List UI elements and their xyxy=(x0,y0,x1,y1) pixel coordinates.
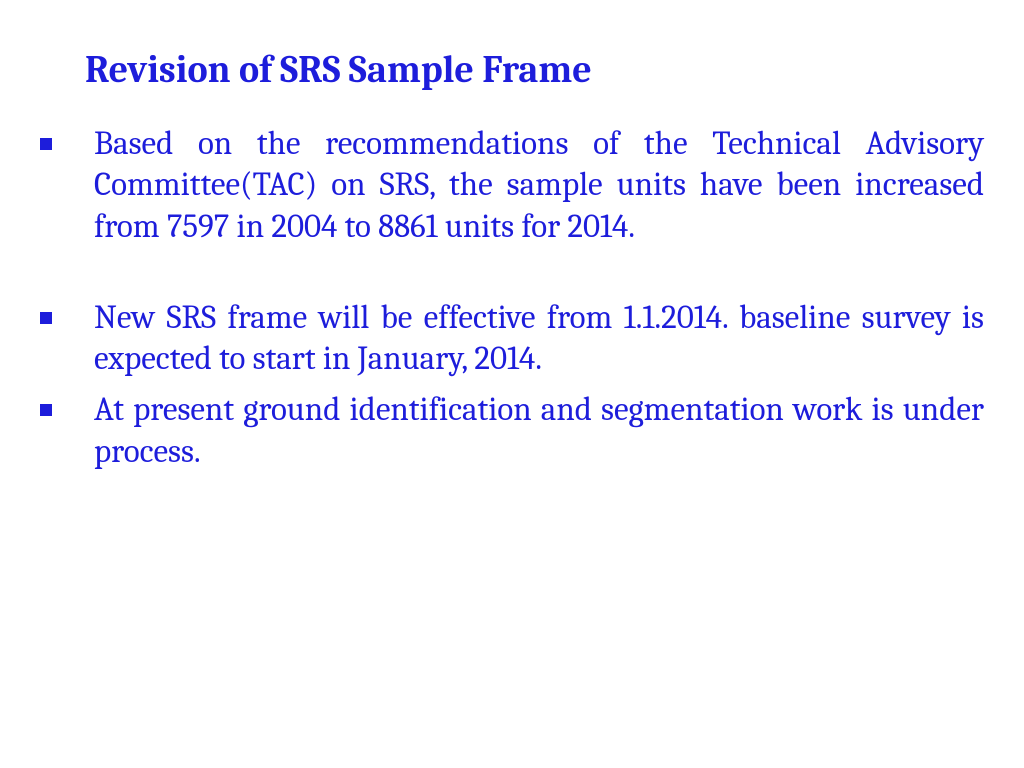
bullet-text: New SRS frame will be effective from 1.1… xyxy=(94,298,984,381)
bullet-text: Based on the recommendations of the Tech… xyxy=(94,124,984,248)
bullet-icon xyxy=(40,138,52,150)
bullet-icon xyxy=(40,312,52,324)
bullet-text: At present ground identification and seg… xyxy=(94,390,984,473)
bullet-list: Based on the recommendations of the Tech… xyxy=(40,124,984,473)
list-item: At present ground identification and seg… xyxy=(40,390,984,473)
bullet-icon xyxy=(40,404,52,416)
slide-title: Revision of SRS Sample Frame xyxy=(85,48,984,92)
list-item: New SRS frame will be effective from 1.1… xyxy=(40,298,984,381)
list-item: Based on the recommendations of the Tech… xyxy=(40,124,984,248)
